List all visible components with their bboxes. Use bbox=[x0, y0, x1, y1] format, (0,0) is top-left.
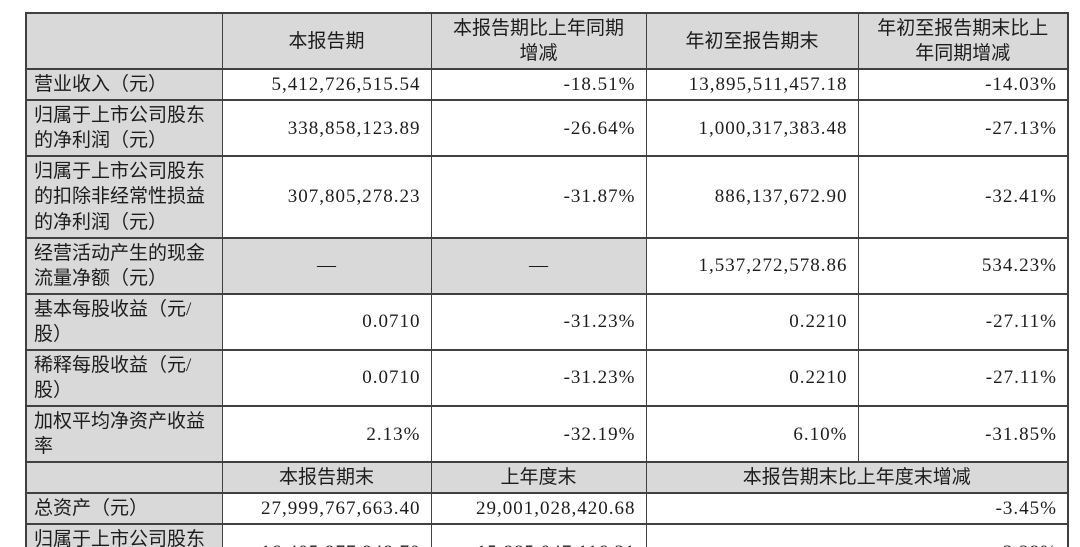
cell-value: 307,805,278.23 bbox=[221, 155, 432, 239]
cell-value: 0.0710 bbox=[221, 292, 432, 351]
cell-value-change: -3.45% bbox=[645, 492, 1069, 526]
cell-value: 1,537,272,578.86 bbox=[645, 236, 859, 295]
table-row-operating-cash-flow: 经营活动产生的现金流量净额（元） — — 1,537,272,578.86 53… bbox=[25, 236, 1069, 295]
row-label: 基本每股收益（元/股） bbox=[25, 292, 223, 351]
cell-value: -31.23% bbox=[430, 292, 647, 351]
row-label: 稀释每股收益（元/股） bbox=[25, 348, 223, 408]
cell-value: -26.64% bbox=[430, 99, 647, 158]
period-header-row: 本报告期 本报告期比上年同期增减 年初至报告期末 年初至报告期末比上年同期增减 bbox=[25, 11, 1069, 71]
table-row-net-profit: 归属于上市公司股东的净利润（元） 338,858,123.89 -26.64% … bbox=[25, 99, 1069, 158]
column-header-yoy-change: 本报告期比上年同期增减 bbox=[430, 11, 647, 71]
column-header-period-end: 本报告期末 bbox=[221, 461, 432, 495]
table-row-net-profit-excl-nonrecurring: 归属于上市公司股东的扣除非经常性损益的净利润（元） 307,805,278.23… bbox=[25, 155, 1069, 239]
cell-value: -32.41% bbox=[857, 155, 1069, 239]
column-header-prior-year-end: 上年度末 bbox=[430, 461, 647, 495]
cell-value: 338,858,123.89 bbox=[221, 99, 432, 158]
cell-value: -31.23% bbox=[430, 348, 647, 408]
cell-value: -18.51% bbox=[430, 68, 647, 102]
table-row-equity-attributable-to-shareholders: 归属于上市公司股东的所有者权益（元） 16,405,977,948.70 15,… bbox=[25, 523, 1069, 547]
table-row-diluted-eps: 稀释每股收益（元/股） 0.0710 -31.23% 0.2210 -27.11… bbox=[25, 348, 1069, 408]
row-label: 加权平均净资产收益率 bbox=[25, 405, 223, 464]
cell-value-empty-dash: — bbox=[221, 236, 432, 295]
row-label: 经营活动产生的现金流量净额（元） bbox=[25, 236, 223, 295]
cell-value: -27.13% bbox=[857, 99, 1069, 158]
cell-value: -31.85% bbox=[857, 405, 1069, 464]
cell-value: -14.03% bbox=[857, 68, 1069, 102]
cell-value: 534.23% bbox=[857, 236, 1069, 295]
row-label: 总资产（元） bbox=[25, 492, 223, 526]
table-row-revenue: 营业收入（元） 5,412,726,515.54 -18.51% 13,895,… bbox=[25, 68, 1069, 102]
row-label: 归属于上市公司股东的扣除非经常性损益的净利润（元） bbox=[25, 155, 223, 239]
corner-cell bbox=[25, 11, 223, 71]
cell-value-change: 3.28% bbox=[645, 523, 1069, 547]
cell-value: 29,001,028,420.68 bbox=[430, 492, 647, 526]
column-header-ytd: 年初至报告期末 bbox=[645, 11, 859, 71]
column-header-ytd-yoy-change: 年初至报告期末比上年同期增减 bbox=[857, 11, 1069, 71]
financial-summary-table: 本报告期 本报告期比上年同期增减 年初至报告期末 年初至报告期末比上年同期增减 … bbox=[25, 11, 1069, 547]
cell-value: 1,000,317,383.48 bbox=[645, 99, 859, 158]
row-label: 归属于上市公司股东的所有者权益（元） bbox=[25, 523, 223, 547]
cell-value: 886,137,672.90 bbox=[645, 155, 859, 239]
corner-cell bbox=[25, 461, 223, 495]
cell-value: 5,412,726,515.54 bbox=[221, 68, 432, 102]
table-row-total-assets: 总资产（元） 27,999,767,663.40 29,001,028,420.… bbox=[25, 492, 1069, 526]
column-header-change-vs-prior-year-end: 本报告期末比上年度末增减 bbox=[645, 461, 1069, 495]
cell-value: -27.11% bbox=[857, 292, 1069, 351]
column-header-current-period: 本报告期 bbox=[221, 11, 432, 71]
cell-value: 13,895,511,457.18 bbox=[645, 68, 859, 102]
cell-value: 0.2210 bbox=[645, 292, 859, 351]
cell-value: -32.19% bbox=[430, 405, 647, 464]
cell-value-empty-dash: — bbox=[430, 236, 647, 295]
cell-value: 27,999,767,663.40 bbox=[221, 492, 432, 526]
cell-value: 0.2210 bbox=[645, 348, 859, 408]
cell-value: 6.10% bbox=[645, 405, 859, 464]
table-row-basic-eps: 基本每股收益（元/股） 0.0710 -31.23% 0.2210 -27.11… bbox=[25, 292, 1069, 351]
cell-value: 15,885,047,116.31 bbox=[430, 523, 647, 547]
row-label: 营业收入（元） bbox=[25, 68, 223, 102]
cell-value: 16,405,977,948.70 bbox=[221, 523, 432, 547]
row-label: 归属于上市公司股东的净利润（元） bbox=[25, 99, 223, 158]
table-row-weighted-avg-roe: 加权平均净资产收益率 2.13% -32.19% 6.10% -31.85% bbox=[25, 405, 1069, 464]
period-end-header-row: 本报告期末 上年度末 本报告期末比上年度末增减 bbox=[25, 461, 1069, 495]
cell-value: -31.87% bbox=[430, 155, 647, 239]
cell-value: -27.11% bbox=[857, 348, 1069, 408]
cell-value: 0.0710 bbox=[221, 348, 432, 408]
cell-value: 2.13% bbox=[221, 405, 432, 464]
